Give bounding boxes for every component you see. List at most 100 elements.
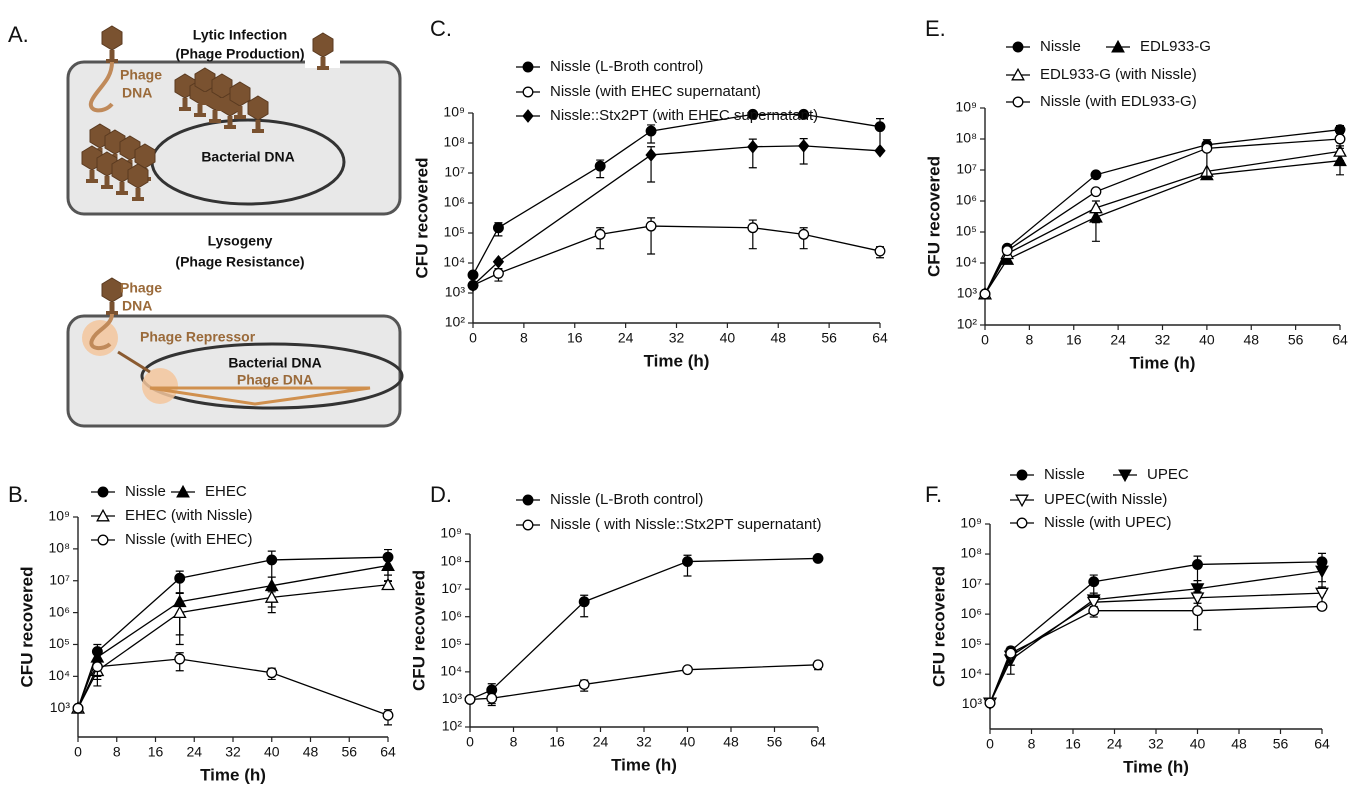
x-tick-label: 40	[264, 744, 280, 760]
x-tick-label: 24	[1110, 332, 1126, 348]
panel-label: F.	[925, 482, 942, 507]
y-tick-label: 10⁷	[441, 580, 462, 596]
marker	[467, 278, 479, 293]
y-tick-label: 10⁹	[48, 508, 70, 524]
legend-marker	[1016, 517, 1028, 529]
y-tick-label: 10⁸	[441, 552, 463, 568]
y-tick-label: 10⁴	[443, 254, 465, 270]
marker	[1334, 133, 1346, 145]
marker	[1333, 144, 1347, 157]
y-axis-label: CFU recovered	[409, 570, 428, 691]
panel-label: E.	[925, 16, 946, 41]
phage	[101, 25, 123, 64]
label: DNA	[122, 298, 152, 314]
marker	[492, 254, 505, 269]
x-tick-label: 56	[821, 330, 837, 346]
x-tick-label: 48	[723, 734, 739, 750]
cell	[66, 60, 402, 216]
x-tick-label: 40	[1199, 332, 1215, 348]
label: Phage Repressor	[140, 329, 256, 345]
legend-marker	[176, 484, 190, 498]
y-tick-label: 10⁵	[49, 635, 70, 651]
y-tick-label: 10⁷	[956, 161, 977, 177]
marker	[264, 590, 279, 603]
series-line	[469, 664, 819, 701]
label: Phage DNA	[237, 372, 313, 388]
marker	[467, 269, 479, 281]
repressor-site	[142, 368, 178, 404]
marker	[578, 678, 590, 690]
legend-label: Nissle::Stx2PT (with EHEC supernatant)	[550, 107, 818, 124]
x-axis-label: Time (h)	[644, 351, 710, 370]
x-tick-label: 16	[549, 734, 565, 750]
y-tick-label: 10⁴	[48, 667, 70, 683]
series-line	[472, 145, 881, 286]
y-tick-label: 10³	[962, 695, 983, 711]
marker	[1088, 576, 1100, 588]
legend-label: Nissle (with UPEC)	[1044, 514, 1172, 531]
y-tick-label: 10⁴	[440, 663, 462, 679]
panel-a: A. Lytic Infection (Phage Production) Ph…	[8, 22, 404, 428]
x-tick-label: 8	[113, 744, 121, 760]
marker	[1190, 592, 1205, 605]
series-line	[77, 584, 389, 709]
y-axis-label: CFU recovered	[412, 158, 431, 279]
marker	[874, 143, 886, 158]
y-axis-label: CFU recovered	[924, 156, 943, 277]
y-tick-label: 10³	[442, 690, 463, 706]
marker	[812, 552, 824, 564]
chart: E. 10² 10³ 10⁴ 10⁵ 10⁶ 10⁷ 10⁸ 10⁹ 0 8 16 24 32 40 48 56…	[924, 16, 1348, 373]
marker	[747, 139, 759, 154]
panel-label: C.	[430, 16, 452, 41]
integrated-dna	[149, 386, 371, 406]
marker	[1090, 169, 1102, 181]
y-tick-label: 10⁵	[956, 223, 977, 239]
legend-label: Nissle (L-Broth control)	[550, 58, 703, 75]
marker	[798, 228, 810, 240]
x-tick-label: 16	[567, 330, 583, 346]
y-tick-label: 10²	[445, 314, 466, 330]
marker	[747, 222, 759, 234]
series-line	[984, 160, 1341, 295]
marker	[979, 288, 991, 300]
marker	[266, 554, 278, 566]
x-axis-label: Time (h)	[1130, 353, 1196, 372]
legend-marker	[1111, 39, 1125, 53]
marker	[1088, 605, 1100, 617]
y-tick-label: 10⁸	[961, 545, 983, 561]
legend-label: Nissle	[125, 483, 166, 500]
marker	[1001, 245, 1013, 257]
y-tick-label: 10⁷	[49, 571, 70, 587]
y-tick-label: 10⁶	[956, 192, 977, 208]
x-tick-label: 64	[1314, 736, 1330, 752]
legend-marker	[1118, 469, 1132, 483]
marker	[174, 653, 186, 665]
label: Phage	[120, 67, 162, 83]
y-tick-label: 10⁶	[444, 194, 465, 210]
marker	[1089, 200, 1103, 214]
x-tick-label: 0	[74, 744, 82, 760]
panel-label: B.	[8, 482, 29, 507]
marker	[578, 596, 590, 608]
x-tick-label: 0	[986, 736, 994, 752]
marker	[486, 692, 498, 704]
x-tick-label: 64	[1332, 332, 1348, 348]
legend-label: Nissle	[1040, 38, 1081, 55]
x-tick-label: 0	[466, 734, 474, 750]
y-tick-label: 10⁴	[960, 665, 982, 681]
x-tick-label: 64	[872, 330, 888, 346]
x-tick-label: 8	[520, 330, 528, 346]
marker	[645, 125, 657, 137]
y-tick-label: 10⁹	[443, 104, 465, 120]
marker	[174, 572, 186, 584]
arrow	[117, 350, 151, 374]
marker	[492, 222, 504, 234]
legend-marker	[522, 61, 534, 73]
legend-label: UPEC(with Nissle)	[1044, 491, 1167, 508]
legend-label: Nissle (with EHEC supernatant)	[550, 83, 761, 100]
y-tick-label: 10⁹	[440, 525, 462, 541]
x-axis-label: Time (h)	[611, 755, 677, 774]
series-line	[984, 138, 1341, 295]
marker	[381, 558, 395, 571]
